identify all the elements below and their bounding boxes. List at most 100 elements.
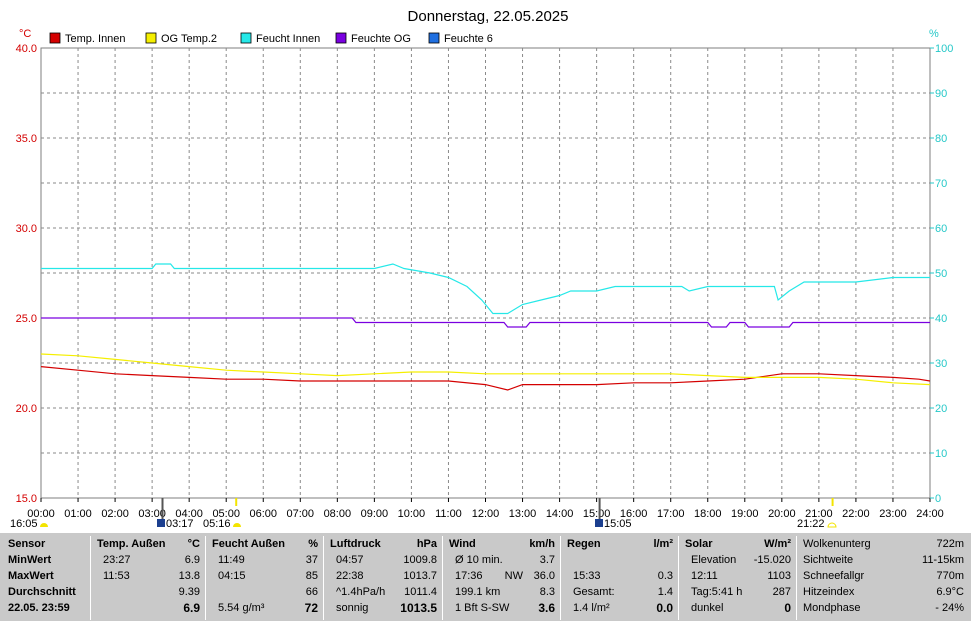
stats-header: Luftdruck hPa [324, 536, 443, 552]
stats-header: Sensor [2, 536, 90, 552]
stats-row: 5.54 g/m³ 72 [206, 600, 324, 616]
series-line [40, 353, 931, 386]
stats-value: km/h [529, 538, 555, 550]
stats-row: dunkel 0 [679, 600, 797, 616]
x-tick-label: 18:00 [694, 508, 722, 520]
stats-row: 04:15 85 [206, 568, 324, 584]
moon-icon [827, 522, 837, 528]
y-right-tick-label: 40 [935, 313, 947, 325]
stats-row: 04:57 1009.8 [324, 552, 443, 568]
stats-label: Elevation [691, 554, 737, 566]
y-right-tick-label: 90 [935, 88, 947, 100]
stats-row: 22.05. 23:59 [2, 600, 90, 616]
stats-row: 22:38 1013.7 [324, 568, 443, 584]
series-line [41, 263, 930, 315]
legend-swatch [240, 32, 252, 44]
x-tick-label: 07:00 [287, 508, 315, 520]
legend-label: Feucht Innen [256, 33, 320, 45]
grid [41, 48, 930, 498]
x-tick-label: 13:00 [509, 508, 537, 520]
stats-value: 770m [936, 570, 964, 582]
legend-swatch [145, 32, 157, 44]
stats-label: 5.54 g/m³ [218, 602, 265, 614]
moonset-time: 15:05 [604, 518, 632, 530]
stats-label: 12:11 [691, 570, 718, 582]
stats-value: 1103 [767, 570, 791, 582]
stats-label: Gesamt: [573, 586, 615, 598]
stats-label: Hitzeindex [803, 586, 855, 598]
y-right-tick-label: 100 [935, 43, 953, 55]
stats-value: W/m² [764, 538, 791, 550]
stats-value: 13.8 [178, 570, 200, 582]
stats-value: 287 [772, 586, 791, 598]
stats-row: 11:53 13.8 [91, 568, 206, 584]
legend-label: Temp. Innen [65, 33, 126, 45]
legend-label: Feuchte OG [351, 33, 411, 45]
x-tick-label: 02:00 [101, 508, 129, 520]
stats-label: Tag:5:41 h [691, 586, 743, 598]
stats-value: 722m [936, 538, 964, 550]
sunrise-time: 16:05 [10, 518, 38, 530]
x-tick-label: 22:00 [842, 508, 870, 520]
stats-row: Hitzeindex 6.9°C [797, 584, 971, 600]
stats-value: -15.020 [753, 554, 791, 566]
legend-swatch [428, 32, 440, 44]
stats-value: hPa [416, 538, 437, 550]
stats-label: 23:27 [103, 554, 131, 566]
y-right-tick-label: 0 [935, 493, 941, 505]
left-axis-unit: °C [19, 28, 31, 40]
stats-label: MinWert [8, 554, 52, 566]
moonrise-icon [157, 519, 165, 527]
y-right-tick-label: 20 [935, 403, 947, 415]
x-tick-label: 12:00 [472, 508, 500, 520]
stats-label: 17:36 [455, 570, 483, 582]
stats-row: 9.39 [91, 584, 206, 600]
sunset-time: 21:22 [797, 518, 825, 530]
stats-column: Feucht Außen% 11:49 37 04:15 85 66 5.54 g/m³ 72 [205, 536, 324, 620]
x-tick-label: 19:00 [731, 508, 759, 520]
stats-column: Solar W/m² Elevation -15.020 12:11 1103 Tag:5:… [678, 536, 797, 620]
stats-header: Solar W/m² [679, 536, 797, 552]
stats-label: ^1.4hPa/h [336, 586, 386, 598]
y-left-tick-label: 15.0 [16, 493, 37, 505]
stats-value: % [308, 538, 318, 550]
stats-row: 11:49 37 [206, 552, 324, 568]
stats-label: 04:15 [218, 570, 246, 582]
y-left-tick-label: 40.0 [16, 43, 37, 55]
stats-row: 199.1 km 8.3 [443, 584, 561, 600]
stats-row: Ø 10 min. 3.7 [443, 552, 561, 568]
stats-row: 23:27 6.9 [91, 552, 206, 568]
stats-value: 3.7 [539, 554, 555, 566]
x-tick-label: 05:00 [212, 508, 240, 520]
stats-label: Luftdruck [330, 538, 381, 550]
stats-header: Temp. Außen °C [91, 536, 206, 552]
stats-value: l/m² [653, 538, 673, 550]
stats-row: sonnig 1013.5 [324, 600, 443, 616]
stats-label: 11:49 [218, 554, 245, 566]
x-tick-label: 14:00 [546, 508, 574, 520]
legend-label: OG Temp.2 [161, 33, 217, 45]
stats-value: 36.0 [533, 570, 555, 582]
x-tick-label: 06:00 [249, 508, 277, 520]
stats-label: Wind [449, 538, 476, 550]
stats-value: 1009.8 [403, 554, 437, 566]
y-right-tick-label: 50 [935, 268, 947, 280]
x-tick-label: 23:00 [879, 508, 907, 520]
y-right-tick-label: 80 [935, 133, 947, 145]
stats-row: MinWert [2, 552, 90, 568]
stats-value: 6.9°C [936, 586, 964, 598]
stats-row: 15:33 0.3 [561, 568, 679, 584]
x-tick-label: 21:00 [805, 508, 833, 520]
stats-row: 17:36 NW 36.0 [443, 568, 561, 584]
x-tick-label: 20:00 [768, 508, 796, 520]
y-left-tick-label: 20.0 [16, 403, 37, 415]
stats-label: dunkel [691, 602, 724, 614]
stats-row: 6.9 [91, 600, 206, 616]
x-tick-label: 03:00 [138, 508, 166, 520]
y-left-tick-label: 35.0 [16, 133, 37, 145]
x-tick-label: 10:00 [398, 508, 426, 520]
x-tick-label: 09:00 [361, 508, 389, 520]
y-left-tick-label: 30.0 [16, 223, 37, 235]
stats-column: Wind km/h Ø 10 min. 3.7 17:36 NW 36.0 199.1 km 8… [442, 536, 561, 620]
stats-value: 9.39 [178, 586, 200, 598]
